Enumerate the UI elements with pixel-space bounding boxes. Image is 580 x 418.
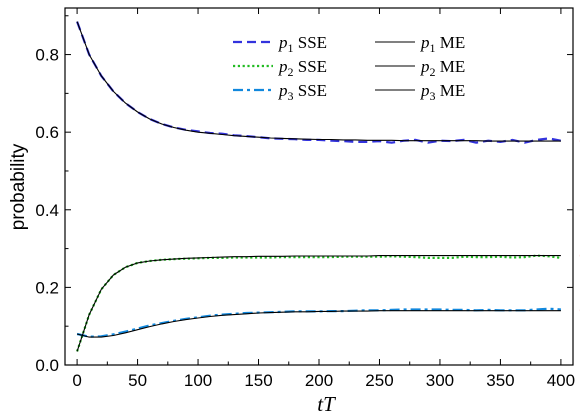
x-tick-label: 50: [128, 371, 147, 390]
series-line-6: [76, 310, 561, 338]
x-tick-label: 150: [244, 371, 272, 390]
legend-label-3: p3 SSE: [278, 81, 327, 103]
y-tick-label: 0.2: [35, 278, 59, 297]
x-tick-label: 350: [486, 371, 514, 390]
y-tick-label: 0.4: [35, 201, 59, 220]
ticks-layer: 0 50 100 150 200 250 300 350 400 0.0 0.2 0.4 0.6 0.8: [35, 8, 575, 390]
legend-label-6: p3 ME: [420, 81, 465, 103]
x-tick-label: 400: [547, 371, 575, 390]
series-line-3: [76, 307, 561, 338]
y-tick-label: 0.0: [35, 356, 59, 375]
series-line-2: [76, 254, 562, 352]
y-tick-label: 0.8: [35, 46, 59, 65]
legend-label-4: p1 ME: [420, 33, 465, 55]
x-tick-label: 100: [184, 371, 212, 390]
x-axis-label: tT: [317, 392, 336, 416]
y-tick-label: 0.6: [35, 123, 59, 142]
x-tick-label: 0: [72, 371, 81, 390]
legend-label-5: p2 ME: [420, 57, 465, 79]
x-tick-label: 300: [426, 371, 454, 390]
series-line-5: [76, 255, 561, 352]
x-tick-label: 200: [305, 371, 333, 390]
series-line-4: [76, 21, 561, 142]
legend-label-2: p2 SSE: [278, 57, 327, 79]
legend-label-1: p1 SSE: [278, 33, 327, 55]
x-tick-label: 250: [365, 371, 393, 390]
y-axis-label: probability: [8, 143, 29, 230]
series-layer: [76, 21, 562, 352]
